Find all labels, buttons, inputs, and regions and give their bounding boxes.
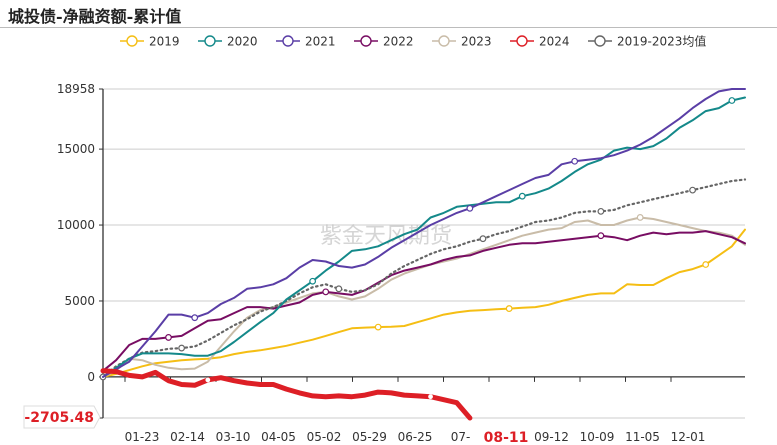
x-tick-label: 05-02	[307, 430, 342, 444]
series-group	[99, 88, 747, 421]
data-point-marker[interactable]	[518, 192, 526, 200]
legend-marker-icon	[516, 35, 528, 47]
title-divider	[0, 27, 777, 28]
series-line-2020	[102, 96, 746, 378]
y-axis-pointer-label: -2705.48	[24, 410, 94, 426]
page-title: 城投债-净融资额-累计值	[8, 7, 182, 26]
y-axis-pointer: -2705.48	[23, 405, 101, 429]
legend-item-2019-2023均值[interactable]: 2019-2023均值	[588, 34, 706, 49]
x-axis-labels: 01-23 02-14 03-10 04-05 05-02 05-29 06-25 07- 08…	[125, 430, 706, 445]
legend: 2019 2020 2021 2022 2023 2024 2019-2023均值	[120, 34, 706, 49]
data-point-marker[interactable]	[479, 235, 487, 243]
data-point-marker[interactable]	[597, 232, 605, 240]
pointer-label-box	[23, 405, 101, 429]
data-point-marker[interactable]	[728, 97, 736, 104]
legend-item-2023[interactable]: 2023	[432, 35, 492, 49]
legend-marker-icon	[360, 35, 372, 47]
x-tick-label: 07-	[451, 430, 471, 444]
x-tick-label: 05-29	[352, 430, 387, 444]
y-tick-label: 0	[87, 370, 95, 384]
x-tick-label: 03-10	[216, 430, 251, 444]
legend-label: 2019	[149, 35, 180, 49]
data-point-marker[interactable]	[571, 157, 579, 165]
data-point-marker[interactable]	[374, 323, 382, 331]
data-point-marker[interactable]	[335, 285, 343, 293]
legend-label: 2024	[539, 35, 570, 49]
series-line-2021	[102, 88, 746, 378]
data-point-marker[interactable]	[597, 207, 605, 215]
axes	[99, 88, 745, 419]
legend-item-2022[interactable]: 2022	[354, 35, 414, 49]
x-tick-label: 04-05	[261, 430, 296, 444]
data-point-marker[interactable]	[505, 305, 513, 312]
x-tick-label: 01-23	[125, 430, 160, 444]
legend-item-2019[interactable]: 2019	[120, 35, 180, 49]
legend-label: 2021	[305, 35, 336, 49]
y-tick-label: 10000	[57, 218, 95, 232]
y-tick-label: 5000	[64, 294, 95, 308]
legend-marker-icon	[126, 35, 138, 47]
x-tick-label: 02-14	[170, 430, 205, 444]
data-point-marker[interactable]	[466, 204, 474, 212]
x-tick-label: 10-09	[580, 430, 615, 444]
series-line-2024	[100, 368, 473, 421]
x-tick-label: 12-01	[671, 430, 706, 444]
legend-item-2024[interactable]: 2024	[510, 35, 570, 49]
data-point-marker[interactable]	[322, 288, 330, 296]
data-point-marker[interactable]	[702, 261, 710, 268]
data-point-marker[interactable]	[689, 186, 696, 194]
legend-label: 2019-2023均值	[617, 34, 706, 49]
data-point-marker[interactable]	[178, 344, 186, 352]
data-point-marker[interactable]	[428, 394, 433, 400]
x-tick-label: 11-05	[625, 430, 660, 444]
watermark: 紫金天风期货	[320, 224, 452, 249]
series-line-2019-2023均值	[101, 178, 747, 378]
legend-item-2020[interactable]: 2020	[198, 35, 258, 49]
data-point-marker[interactable]	[191, 314, 199, 322]
legend-marker-icon	[594, 35, 606, 47]
series-line-2022	[102, 230, 746, 372]
data-point-marker[interactable]	[205, 377, 211, 383]
legend-label: 2023	[461, 35, 492, 49]
legend-marker-icon	[204, 35, 216, 47]
data-point-marker[interactable]	[165, 334, 172, 341]
data-point-marker[interactable]	[309, 277, 317, 285]
y-tick-label: 18958	[57, 82, 95, 96]
legend-label: 2020	[227, 35, 258, 49]
y-tick-label: 15000	[57, 142, 95, 156]
y-axis-labels: 0 5000 10000 15000 18958	[57, 82, 95, 384]
legend-marker-icon	[438, 35, 450, 47]
legend-marker-icon	[282, 35, 294, 47]
x-tick-label: 06-25	[398, 430, 433, 444]
data-point-marker[interactable]	[636, 214, 644, 221]
x-tick-label: 08-11	[484, 430, 529, 445]
x-tick-label: 09-12	[534, 430, 569, 444]
legend-item-2021[interactable]: 2021	[276, 35, 336, 49]
legend-label: 2022	[383, 35, 414, 49]
grid-lines	[103, 88, 745, 419]
